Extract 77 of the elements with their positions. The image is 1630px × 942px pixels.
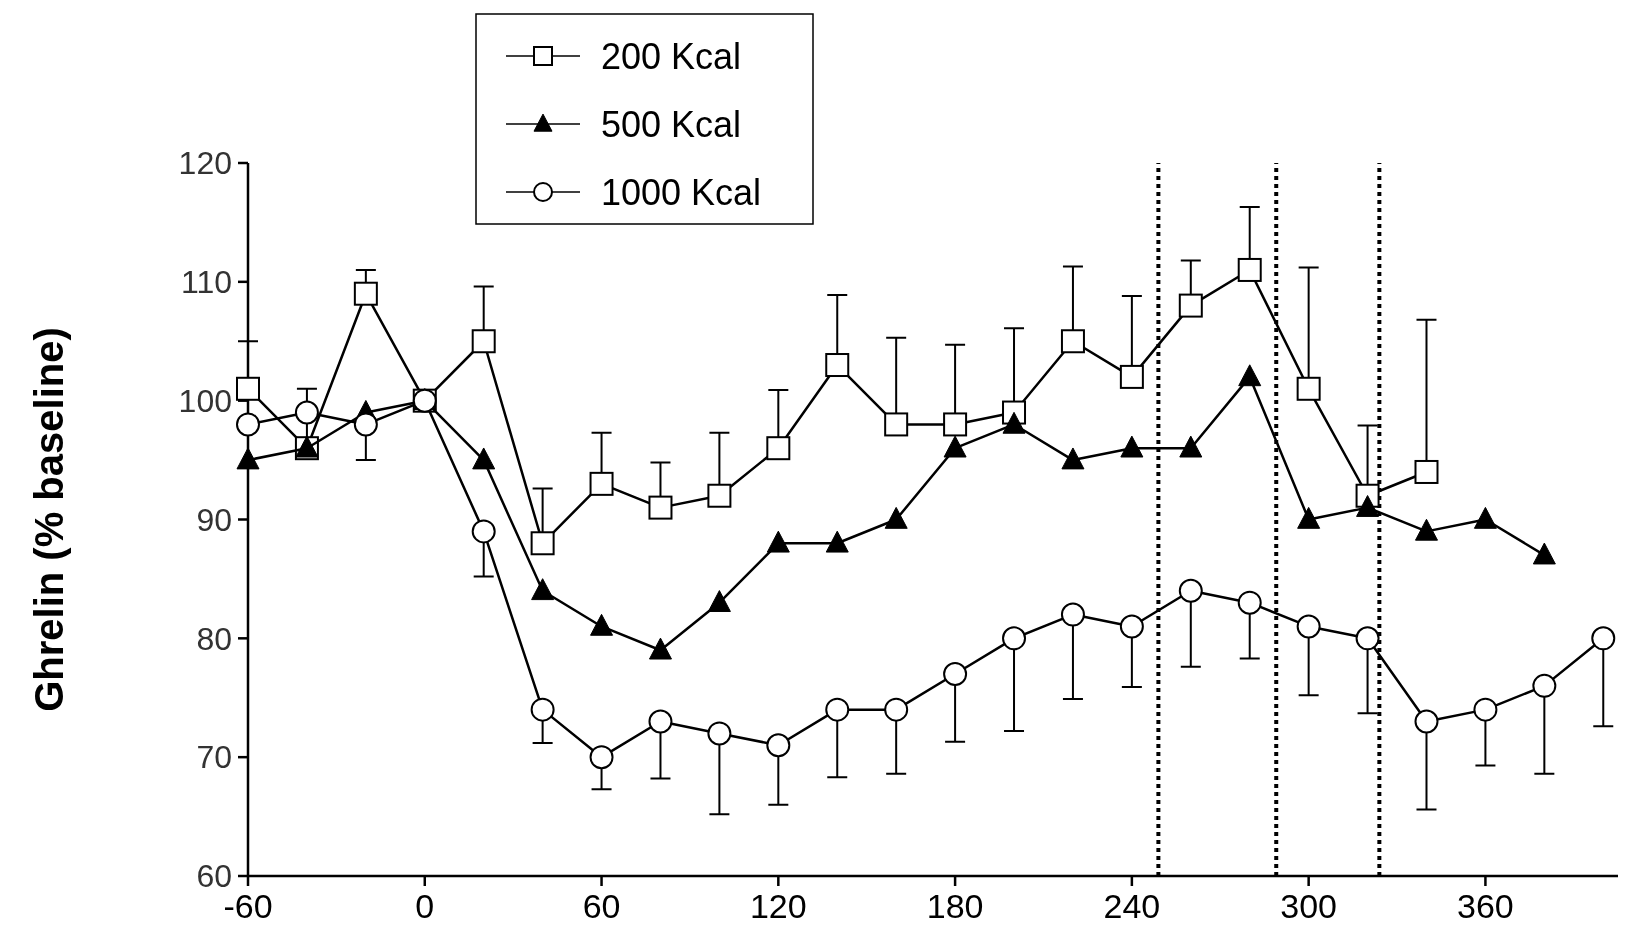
point bbox=[1356, 495, 1380, 517]
point bbox=[648, 637, 672, 660]
point bbox=[471, 519, 496, 544]
point bbox=[531, 578, 555, 601]
point bbox=[1002, 411, 1026, 434]
point bbox=[943, 412, 968, 437]
point bbox=[1120, 435, 1144, 458]
point bbox=[236, 447, 260, 470]
point bbox=[1060, 602, 1085, 627]
point bbox=[589, 745, 614, 770]
point bbox=[1237, 257, 1262, 282]
legend-label: 200 Kcal bbox=[601, 35, 742, 77]
point bbox=[530, 697, 555, 722]
point bbox=[1179, 435, 1203, 458]
point bbox=[589, 471, 614, 496]
point bbox=[1296, 376, 1321, 401]
point bbox=[471, 329, 496, 354]
point bbox=[1355, 626, 1380, 651]
point bbox=[1238, 364, 1262, 387]
x-tick-label: 360 bbox=[1457, 887, 1514, 925]
point bbox=[1119, 364, 1144, 389]
point bbox=[884, 697, 909, 722]
point bbox=[1414, 459, 1439, 484]
y-tick-label: 90 bbox=[196, 501, 232, 538]
point bbox=[472, 447, 496, 470]
point bbox=[1178, 578, 1203, 603]
point bbox=[648, 495, 673, 520]
point bbox=[1119, 614, 1144, 639]
point bbox=[1414, 709, 1439, 734]
point bbox=[884, 506, 908, 529]
point bbox=[294, 400, 319, 425]
point bbox=[825, 697, 850, 722]
point bbox=[353, 412, 378, 437]
y-tick-label: 110 bbox=[180, 264, 232, 301]
point bbox=[943, 435, 967, 458]
legend-label: 1000 Kcal bbox=[601, 171, 762, 213]
point bbox=[1473, 506, 1497, 529]
x-tick-label: 0 bbox=[415, 887, 435, 925]
point bbox=[707, 721, 732, 746]
point bbox=[766, 733, 791, 758]
y-tick-label: 120 bbox=[178, 145, 232, 182]
point bbox=[648, 709, 673, 734]
point bbox=[1591, 626, 1616, 651]
x-tick-label: 300 bbox=[1280, 887, 1338, 925]
point bbox=[1237, 590, 1262, 615]
point bbox=[1532, 542, 1556, 565]
point bbox=[353, 281, 378, 306]
y-tick-label: 70 bbox=[196, 739, 232, 776]
y-axis-title: Ghrelin (% baseline) bbox=[27, 327, 71, 712]
point bbox=[825, 530, 849, 553]
point bbox=[825, 353, 850, 378]
point bbox=[707, 590, 731, 612]
point bbox=[1297, 506, 1321, 529]
point bbox=[1414, 518, 1438, 541]
point bbox=[707, 483, 732, 508]
x-tick-label: 120 bbox=[749, 887, 807, 925]
point bbox=[530, 531, 555, 556]
point bbox=[1178, 293, 1203, 318]
point bbox=[1060, 329, 1085, 354]
x-tick-label: 60 bbox=[582, 887, 621, 925]
point bbox=[1532, 673, 1557, 698]
point bbox=[236, 376, 260, 401]
point bbox=[236, 412, 260, 437]
point bbox=[1296, 614, 1321, 639]
y-tick-label: 100 bbox=[178, 382, 232, 419]
point bbox=[590, 613, 614, 636]
x-tick-label: 240 bbox=[1103, 887, 1161, 925]
point bbox=[766, 436, 791, 461]
x-tick-label: 180 bbox=[926, 887, 984, 925]
point bbox=[766, 530, 790, 553]
point bbox=[1061, 447, 1085, 470]
point bbox=[884, 412, 909, 437]
point bbox=[1473, 697, 1498, 722]
point bbox=[1002, 626, 1027, 651]
legend-label: 500 Kcal bbox=[601, 103, 742, 145]
y-tick-label: 80 bbox=[196, 620, 232, 657]
point bbox=[943, 661, 968, 686]
